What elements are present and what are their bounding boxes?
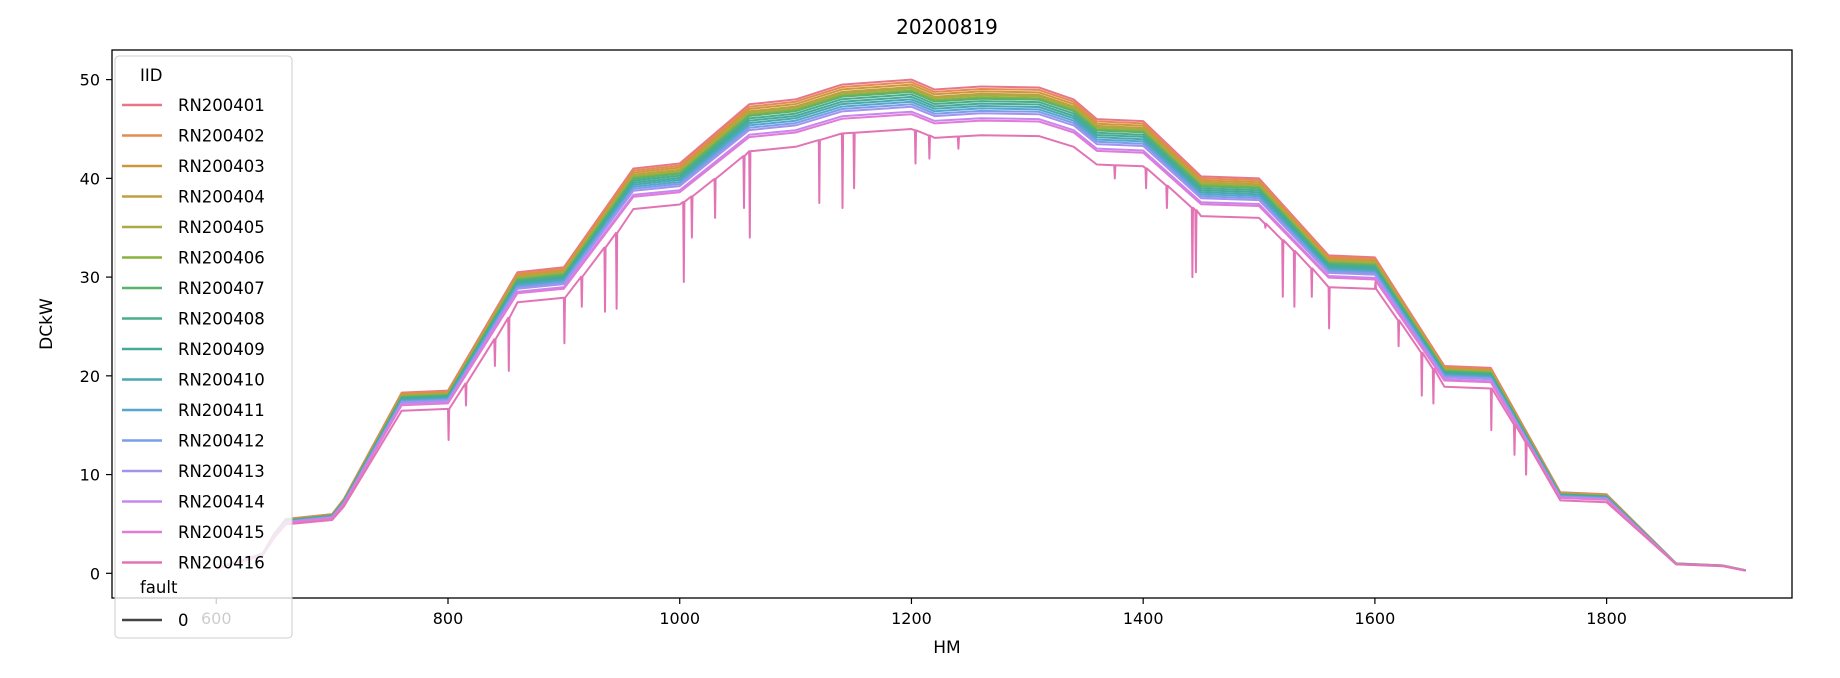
- legend-label: RN200404: [178, 188, 265, 207]
- legend-label: RN200413: [178, 462, 265, 481]
- series-line-rn200415: [216, 113, 1746, 572]
- y-tick-label: 0: [90, 564, 100, 583]
- legend-label: RN200409: [178, 340, 265, 359]
- y-axis: 0 10 20 30 40 50: [80, 71, 112, 583]
- legend-style-label: 0: [178, 611, 189, 630]
- series-line-rn200408: [216, 93, 1746, 572]
- y-tick-label: 30: [80, 268, 100, 287]
- series-line-rn200413: [216, 105, 1746, 572]
- plot-frame: [111, 49, 1793, 599]
- legend-label: RN200415: [178, 523, 265, 542]
- legend-label: RN200410: [178, 371, 265, 390]
- legend-label: RN200401: [178, 96, 265, 115]
- x-axis-label: HM: [933, 638, 960, 658]
- series-line-rn200411: [216, 100, 1746, 572]
- series-line-rn200414: [216, 110, 1746, 572]
- legend-label: RN200408: [178, 310, 265, 329]
- series-line-rn200404: [215, 86, 1746, 572]
- series-line-rn200410: [216, 98, 1746, 572]
- series-line-rn200406: [216, 89, 1746, 572]
- y-tick-label: 10: [80, 466, 100, 485]
- series-line-rn200405: [215, 87, 1746, 572]
- series-line-rn200416: [216, 128, 1746, 572]
- series-line-rn200407: [216, 91, 1746, 572]
- x-tick-label: 800: [433, 609, 464, 628]
- legend-entries: RN200401 RN200402 RN200403 RN200404 RN200405…: [122, 96, 265, 573]
- series-line-rn200402: [215, 81, 1746, 572]
- series-line-rn200409: [216, 95, 1746, 572]
- x-tick-label: 1200: [891, 609, 932, 628]
- y-tick-label: 20: [80, 367, 100, 386]
- legend-label: RN200416: [178, 554, 265, 573]
- legend-style-title: fault: [140, 578, 178, 597]
- y-tick-label: 50: [80, 71, 100, 90]
- legend-label: RN200403: [178, 157, 265, 176]
- legend: IID RN200401RN200402RN200403RN200404RN20…: [114, 55, 293, 639]
- series-line-rn200412: [216, 103, 1746, 572]
- x-tick-label: 1400: [1123, 609, 1164, 628]
- series-line-rn200403: [215, 83, 1746, 572]
- y-tick-label: 40: [80, 169, 100, 188]
- x-tick-label: 1800: [1586, 609, 1627, 628]
- legend-hue-title: IID: [140, 66, 162, 85]
- chart-title: 20200819: [896, 15, 998, 39]
- plot-lines: [215, 78, 1746, 572]
- legend-label: RN200412: [178, 432, 265, 451]
- series-line-rn200401: [215, 78, 1746, 572]
- legend-label: RN200406: [178, 249, 265, 268]
- legend-box: [114, 55, 293, 639]
- legend-label: RN200407: [178, 279, 265, 298]
- legend-label: RN200402: [178, 127, 265, 146]
- legend-label: RN200405: [178, 218, 265, 237]
- x-axis: 60080010001200140016001800: [201, 598, 1627, 628]
- legend-label: RN200414: [178, 493, 265, 512]
- legend-label: RN200411: [178, 401, 265, 420]
- x-tick-label: 1000: [659, 609, 700, 628]
- x-tick-label: 1600: [1355, 609, 1396, 628]
- y-axis-label: DCkW: [37, 298, 57, 350]
